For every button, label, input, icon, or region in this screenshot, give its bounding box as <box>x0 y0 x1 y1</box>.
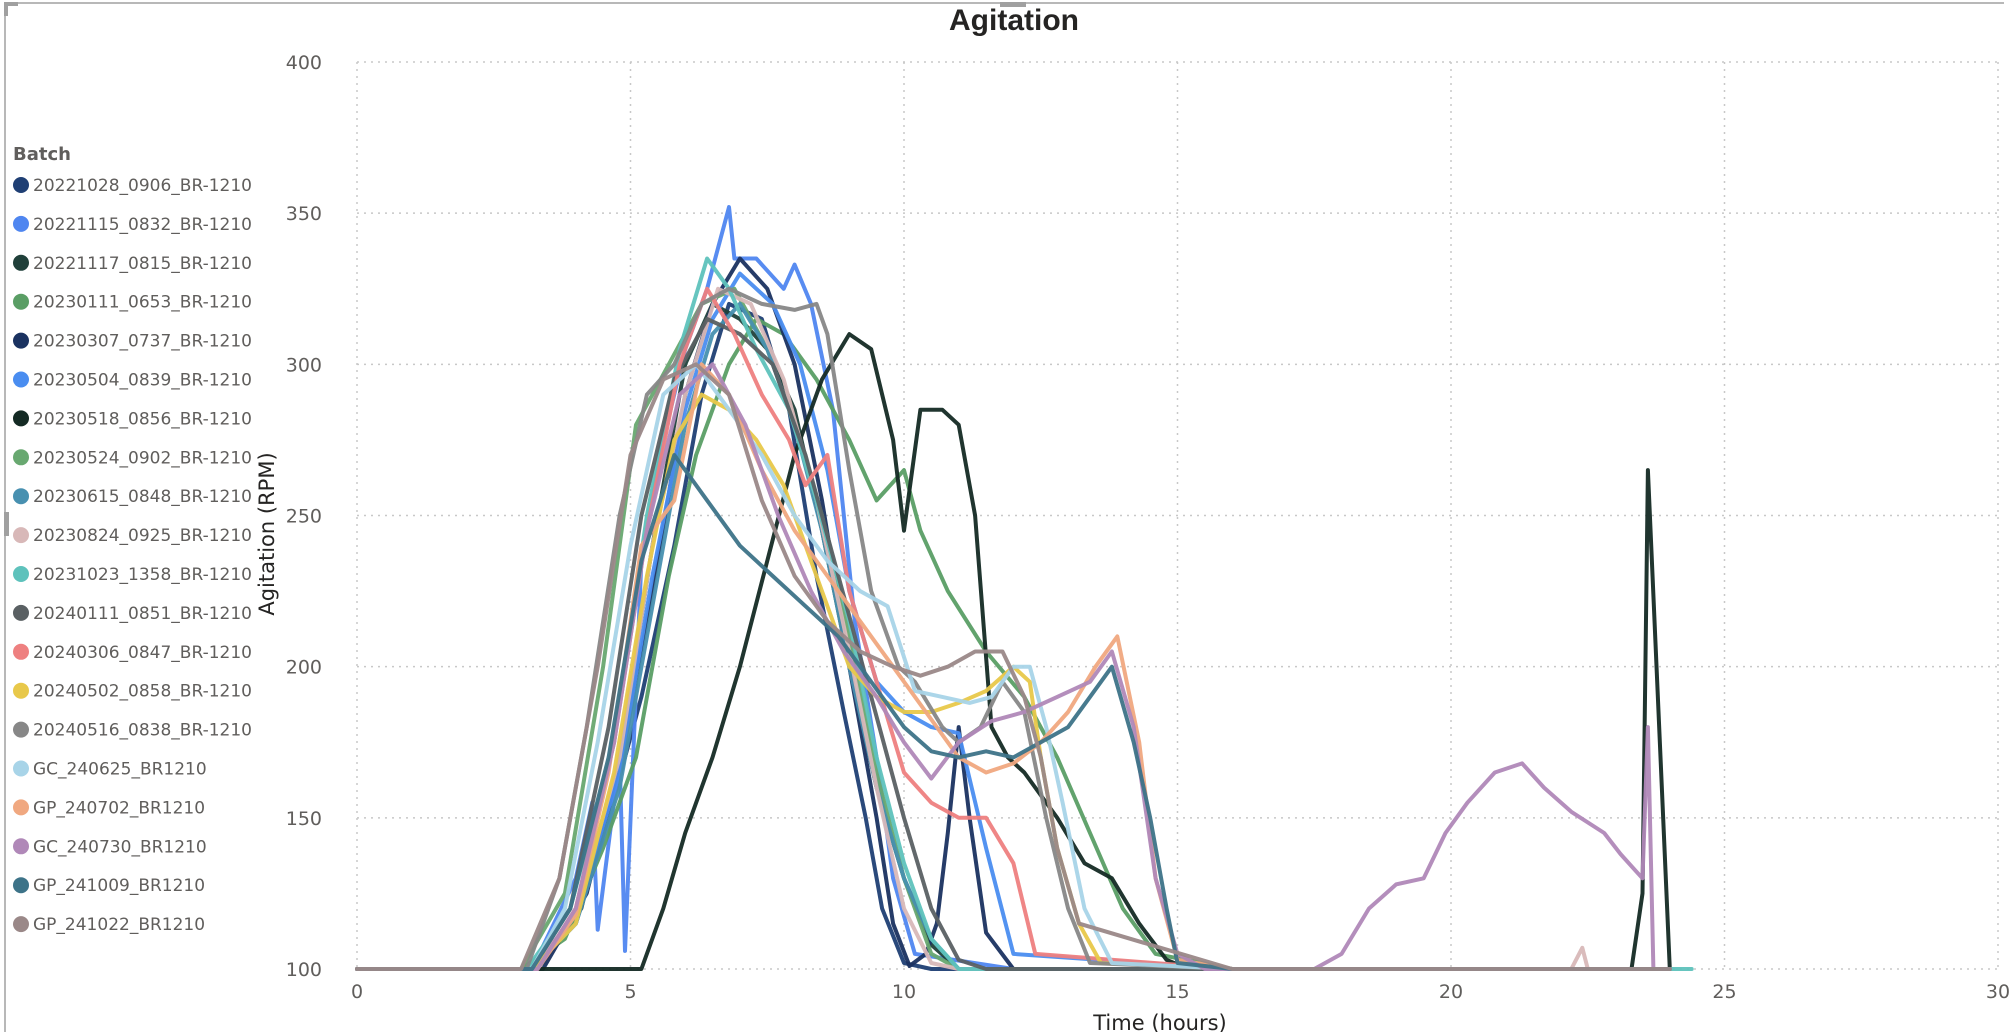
legend-item[interactable]: 20230824_0925_BR-1210 <box>13 526 252 546</box>
x-axis-label: Time (hours) <box>1092 1011 1227 1032</box>
y-tick-label: 150 <box>286 808 322 830</box>
legend-marker <box>13 293 29 310</box>
legend-label: 20231023_1358_BR-1210 <box>33 565 252 585</box>
x-tick-label: 30 <box>1986 981 2010 1003</box>
x-tick-label: 20 <box>1439 981 1463 1003</box>
series-lines <box>355 205 1694 971</box>
x-tick-label: 10 <box>892 981 916 1003</box>
legend-marker <box>13 371 29 388</box>
y-axis-ticks: 100 150 200 250 300 350 400 <box>286 52 322 981</box>
legend-marker <box>13 177 29 193</box>
legend-label: GC_240625_BR1210 <box>33 760 207 780</box>
series-line-13 <box>355 286 1672 971</box>
series-line-6 <box>355 271 1672 971</box>
legend-label: GP_241009_BR1210 <box>33 876 205 896</box>
legend-label: 20230307_0737_BR-1210 <box>33 332 252 352</box>
legend-marker <box>13 449 29 466</box>
legend-item[interactable]: GP_241022_BR1210 <box>13 915 205 935</box>
legend-marker <box>13 254 29 271</box>
legend-item[interactable]: 20240306_0847_BR-1210 <box>13 643 252 663</box>
series-line-18 <box>355 362 1672 971</box>
series-line-19 <box>355 453 1672 971</box>
y-tick-label: 200 <box>286 657 322 679</box>
x-axis-ticks: 0 5 10 15 20 25 30 <box>351 981 2010 1003</box>
x-tick-label: 0 <box>351 981 363 1003</box>
series-line-12 <box>355 317 1672 971</box>
legend-marker <box>13 877 29 894</box>
legend-label: GC_240730_BR1210 <box>33 837 207 857</box>
x-tick-label: 15 <box>1165 981 1189 1003</box>
legend-item[interactable]: 20230524_0902_BR-1210 <box>13 448 252 468</box>
legend-item[interactable]: 20240516_0838_BR-1210 <box>13 721 252 741</box>
legend-item[interactable]: GC_240730_BR1210 <box>13 837 207 857</box>
resize-handle-top-left-v[interactable] <box>4 2 8 16</box>
y-tick-label: 400 <box>286 52 322 74</box>
series-line-7 <box>355 332 1672 971</box>
chart-title: Agitation <box>949 4 1079 37</box>
legend-label: GP_241022_BR1210 <box>33 915 205 935</box>
legend: Batch 20221028_0906_BR-1210 20221115_0832… <box>13 144 252 935</box>
y-tick-label: 100 <box>286 959 322 981</box>
legend-item[interactable]: 20230518_0856_BR-1210 <box>13 409 252 429</box>
x-tick-label: 5 <box>624 981 636 1003</box>
legend-label: 20230111_0653_BR-1210 <box>33 293 252 313</box>
legend-marker <box>13 799 29 816</box>
legend-marker <box>13 488 29 505</box>
legend-marker <box>13 916 29 933</box>
resize-handle-left[interactable] <box>4 512 9 536</box>
legend-marker <box>13 410 29 427</box>
legend-item[interactable]: 20230615_0848_BR-1210 <box>13 487 252 507</box>
legend-title: Batch <box>13 144 71 165</box>
series-line-16 <box>355 362 1672 971</box>
legend-item[interactable]: 20230504_0839_BR-1210 <box>13 371 252 391</box>
series-line-2 <box>355 205 1672 971</box>
legend-label: 20240111_0851_BR-1210 <box>33 604 252 624</box>
series-line-5 <box>355 256 1672 971</box>
legend-marker <box>13 760 29 777</box>
legend-marker <box>13 604 29 621</box>
series-line-4 <box>355 317 1672 971</box>
legend-item[interactable]: 20221115_0832_BR-1210 <box>13 215 252 235</box>
legend-marker <box>13 215 29 232</box>
legend-item[interactable]: 20230307_0737_BR-1210 <box>13 332 252 352</box>
legend-label: GP_240702_BR1210 <box>33 798 205 818</box>
legend-marker <box>13 332 29 349</box>
legend-label: 20240516_0838_BR-1210 <box>33 721 252 741</box>
series-line-20 <box>355 362 1672 971</box>
y-tick-label: 350 <box>286 203 322 225</box>
legend-label: 20221117_0815_BR-1210 <box>33 254 252 274</box>
legend-label: 20221115_0832_BR-1210 <box>33 215 252 235</box>
legend-marker <box>13 838 29 855</box>
legend-label: 20240306_0847_BR-1210 <box>33 643 252 663</box>
legend-item[interactable]: 20231023_1358_BR-1210 <box>13 565 252 585</box>
legend-item[interactable]: 20230111_0653_BR-1210 <box>13 293 252 313</box>
x-tick-label: 25 <box>1712 981 1736 1003</box>
legend-item[interactable]: 20221028_0906_BR-1210 <box>13 176 252 196</box>
legend-item[interactable]: GP_241009_BR1210 <box>13 876 205 896</box>
legend-label: 20230504_0839_BR-1210 <box>33 371 252 391</box>
legend-item[interactable]: 20221117_0815_BR-1210 <box>13 254 252 274</box>
legend-marker <box>13 682 29 699</box>
y-tick-label: 250 <box>286 506 322 528</box>
legend-item[interactable]: 20240502_0858_BR-1210 <box>13 682 252 702</box>
legend-marker <box>13 721 29 738</box>
y-axis-label: Agitation (RPM) <box>255 452 279 615</box>
legend-item[interactable]: GP_240702_BR1210 <box>13 798 205 818</box>
legend-label: 20230824_0925_BR-1210 <box>33 526 252 546</box>
legend-item[interactable]: 20240111_0851_BR-1210 <box>13 604 252 624</box>
legend-marker <box>13 527 29 544</box>
resize-handle-top-left[interactable] <box>4 2 18 6</box>
legend-label: 20230615_0848_BR-1210 <box>33 487 252 507</box>
legend-marker <box>13 566 29 582</box>
legend-label: 20230518_0856_BR-1210 <box>33 409 252 429</box>
y-tick-label: 300 <box>286 354 322 376</box>
legend-label: 20221028_0906_BR-1210 <box>33 176 252 196</box>
legend-label: 20240502_0858_BR-1210 <box>33 682 252 702</box>
legend-label: 20230524_0902_BR-1210 <box>33 448 252 468</box>
resize-handle-top[interactable] <box>1000 2 1026 7</box>
legend-item[interactable]: GC_240625_BR1210 <box>13 760 207 780</box>
legend-marker <box>13 643 29 660</box>
